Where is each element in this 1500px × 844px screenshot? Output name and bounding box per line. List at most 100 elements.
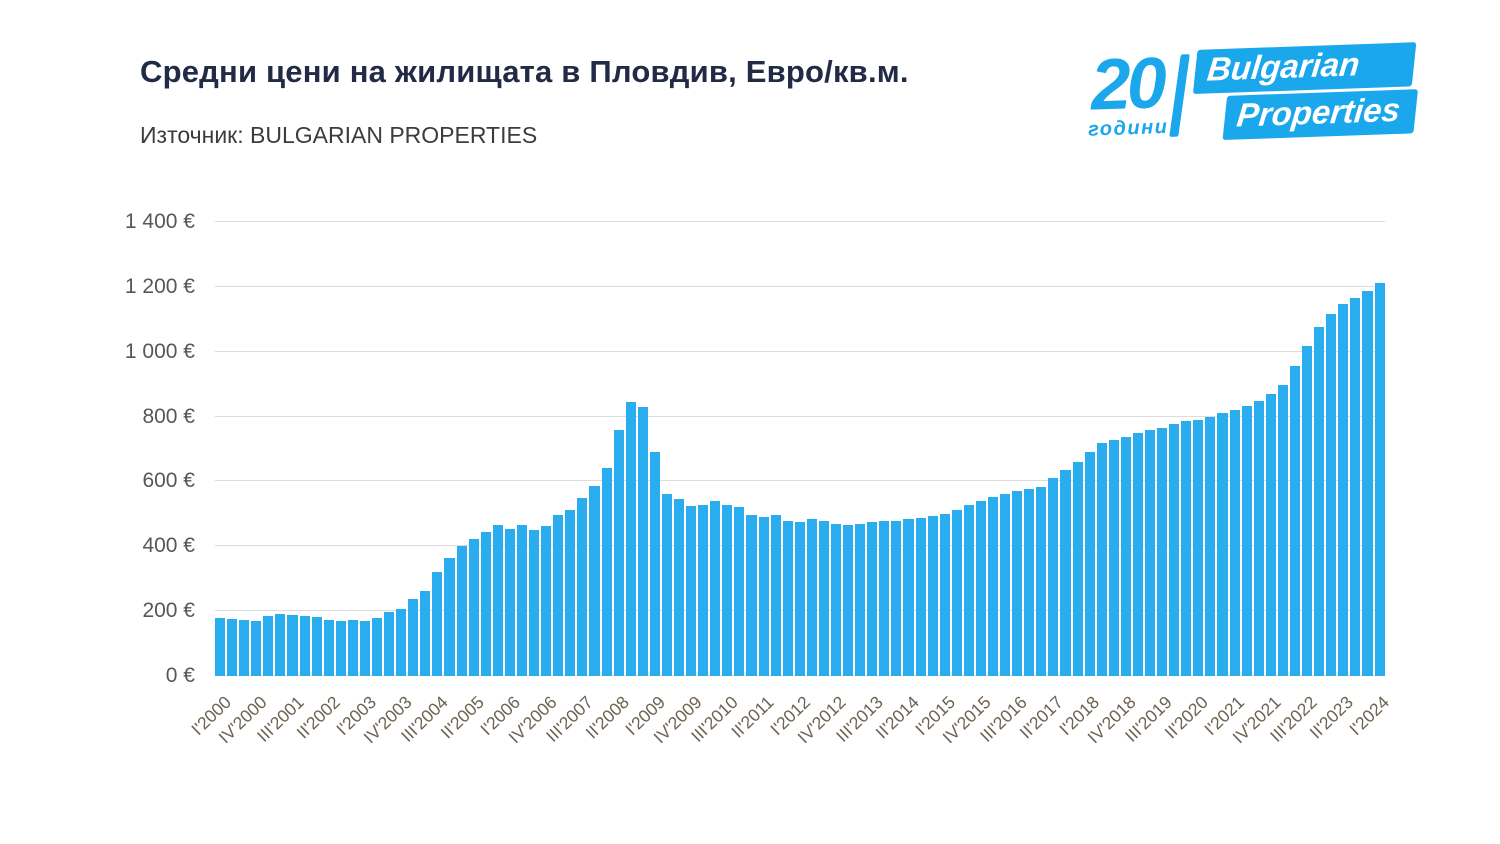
bar-IV'2011 (782, 521, 793, 676)
bar-II'2007 (565, 509, 576, 676)
bar-III'2006 (529, 529, 540, 676)
bar-IV'2009 (686, 505, 697, 676)
gridline (215, 221, 1385, 222)
bar-II'2011 (758, 517, 769, 676)
bar-I'2010 (698, 504, 709, 676)
bar-III'2018 (1108, 440, 1119, 676)
y-tick-label: 0 € (165, 664, 195, 687)
gridline (215, 285, 1385, 287)
bar-I'2008 (601, 468, 612, 676)
y-tick-label: 1 400 € (124, 210, 195, 233)
bar-III'2007 (577, 498, 588, 676)
page-title: Средни цени на жилищата в Пловдив, Евро/… (140, 54, 909, 89)
bar-IV'2010 (734, 507, 745, 676)
bar-IV'2008 (637, 406, 648, 676)
bar-I'2017 (1036, 487, 1047, 676)
bar-III'2022 (1302, 345, 1313, 676)
bars (215, 222, 1385, 676)
bar-II'2021 (1241, 405, 1252, 676)
bar-III'2020 (1205, 417, 1216, 676)
bar-II'2000 (227, 618, 238, 676)
bar-III'2005 (480, 532, 491, 676)
bar-II'2014 (903, 519, 914, 676)
bar-II'2020 (1193, 420, 1204, 676)
bar-II'2008 (613, 429, 624, 676)
bar-III'2004 (432, 572, 443, 676)
bar-III'2016 (1012, 490, 1023, 676)
bar-III'2015 (963, 505, 974, 676)
bar-I'2016 (988, 496, 999, 676)
bar-IV'2002 (347, 620, 358, 676)
bar-IV'2001 (299, 616, 310, 676)
x-tick-label: I'2024 (1345, 692, 1393, 740)
bar-I'2009 (649, 452, 660, 676)
bar-III'2019 (1157, 427, 1168, 676)
bar-I'2007 (553, 515, 564, 676)
bar-I'2024 (1374, 282, 1385, 676)
bar-II'2013 (855, 523, 866, 676)
bar-II'2002 (323, 620, 334, 676)
bar-IV'2021 (1265, 393, 1276, 676)
y-tick-label: 200 € (142, 599, 195, 623)
bar-II'2018 (1096, 443, 1107, 676)
gridline (215, 415, 1385, 417)
bar-II'2019 (1145, 429, 1156, 676)
y-tick-label: 1 200 € (124, 274, 195, 298)
gridline (215, 480, 1385, 482)
bar-IV'2005 (492, 524, 503, 676)
bar-I'2012 (794, 522, 805, 676)
bar-IV'2017 (1072, 461, 1083, 676)
bar-III'2000 (239, 620, 250, 676)
bar-I'2004 (408, 599, 419, 676)
bar-II'2001 (275, 614, 286, 676)
bar-II'2022 (1289, 365, 1301, 676)
bar-I'2003 (359, 620, 371, 676)
bar-III'2013 (867, 521, 878, 676)
plot-area (215, 221, 1385, 676)
bar-I'2020 (1181, 421, 1192, 676)
bar-IV'2012 (830, 524, 842, 676)
bar-IV'2018 (1120, 436, 1131, 676)
bar-IV'2022 (1314, 327, 1325, 676)
bar-IV'2020 (1217, 413, 1228, 676)
y-tick-label: 1 000 € (124, 339, 195, 363)
bar-II'2004 (420, 591, 431, 676)
bar-II'2006 (516, 525, 528, 676)
bar-III'2010 (722, 504, 733, 676)
bar-II'2015 (951, 509, 962, 676)
bar-IV'2003 (396, 608, 407, 676)
bar-II'2016 (1000, 493, 1011, 676)
y-tick-label: 400 € (142, 534, 195, 558)
bar-III'2012 (818, 520, 829, 676)
bar-III'2023 (1350, 297, 1361, 676)
bar-I'2014 (891, 520, 902, 676)
y-tick-label: 600 € (142, 469, 195, 493)
bar-I'2001 (263, 615, 274, 676)
bar-IV'2013 (879, 521, 890, 676)
gridline (215, 350, 1385, 352)
bar-I'2015 (939, 513, 950, 676)
bar-III'2001 (287, 615, 298, 676)
bar-IV'2016 (1024, 488, 1035, 676)
bar-I'2018 (1084, 452, 1095, 676)
bar-II'2012 (806, 519, 817, 676)
bar-IV'2007 (589, 486, 600, 676)
bar-II'2017 (1048, 478, 1059, 676)
bar-II'2010 (710, 500, 721, 676)
bar-I'2021 (1229, 410, 1240, 676)
bar-IV'2006 (541, 525, 552, 676)
bar-IV'2015 (975, 500, 986, 676)
bar-I'2013 (843, 524, 854, 676)
bar-I'2019 (1132, 432, 1144, 676)
bar-IV'2004 (444, 557, 455, 676)
bar-I'2022 (1277, 384, 1288, 676)
bar-I'2011 (746, 514, 757, 676)
bar-III'2003 (384, 612, 395, 676)
bar-II'2005 (468, 539, 479, 676)
bar-III'2017 (1060, 469, 1071, 676)
bar-III'2014 (915, 517, 926, 676)
bar-III'2008 (625, 401, 636, 676)
bar-I'2023 (1326, 314, 1337, 676)
